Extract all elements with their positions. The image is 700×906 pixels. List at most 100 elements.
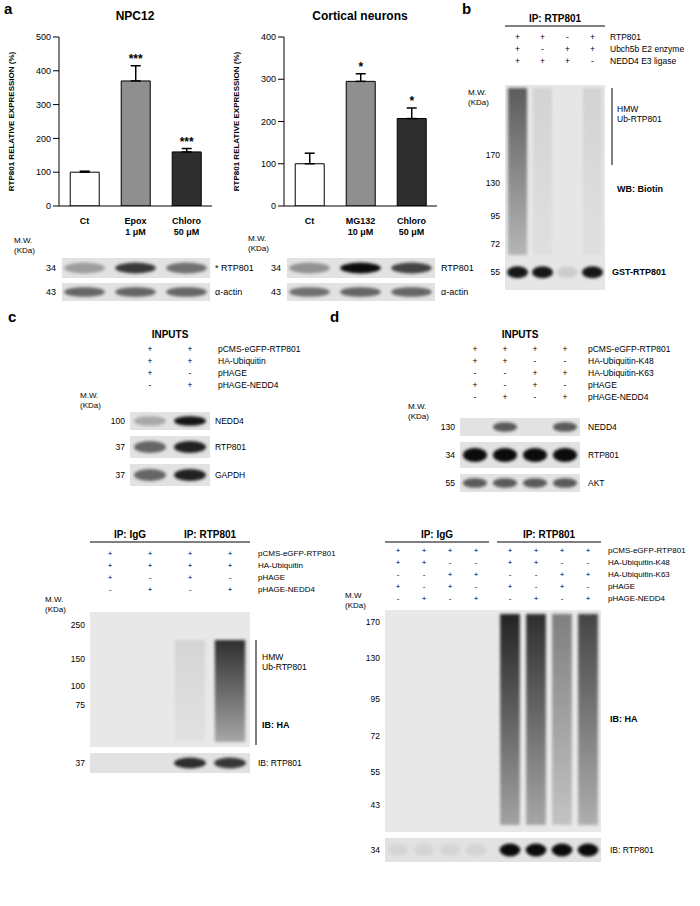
svg-text:72: 72: [491, 239, 501, 249]
svg-text:pCMS-eGFP-RTP801: pCMS-eGFP-RTP801: [218, 344, 301, 354]
svg-text:HA-Ubiquitin-K63: HA-Ubiquitin-K63: [608, 570, 670, 579]
svg-text:-: -: [449, 594, 452, 603]
svg-text:-: -: [475, 582, 478, 591]
svg-text:*: *: [358, 60, 363, 74]
svg-text:HA-Ubiquitin: HA-Ubiquitin: [218, 356, 266, 366]
svg-text:34: 34: [46, 263, 56, 273]
svg-text:-: -: [475, 558, 478, 567]
svg-text:+: +: [148, 368, 153, 378]
svg-text:+: +: [508, 582, 513, 591]
svg-text:+: +: [503, 392, 508, 402]
svg-text:HMWUb-RTP801: HMWUb-RTP801: [262, 652, 307, 672]
svg-text:RTP801: RTP801: [588, 450, 619, 460]
svg-text:-: -: [423, 570, 426, 579]
svg-text:-: -: [397, 570, 400, 579]
svg-text:RTP801 RELATIVE EXPRESSION (%): RTP801 RELATIVE EXPRESSION (%): [8, 51, 16, 191]
svg-text:IB: HA: IB: HA: [610, 714, 638, 724]
svg-text:WB: Biotin: WB: Biotin: [617, 184, 663, 194]
svg-text:+: +: [188, 356, 193, 366]
svg-text:-: -: [189, 368, 192, 378]
svg-text:34: 34: [271, 263, 281, 273]
svg-text:M.W.(KDa): M.W.(KDa): [468, 88, 489, 107]
svg-text:150: 150: [71, 654, 85, 664]
svg-text:-: -: [591, 56, 594, 66]
svg-text:pCMS-eGFP-RTP801: pCMS-eGFP-RTP801: [608, 546, 686, 555]
svg-text:RTP801 RELATIVE EXPRESSION (%): RTP801 RELATIVE EXPRESSION (%): [232, 51, 241, 191]
svg-text:+: +: [508, 558, 513, 567]
svg-text:GAPDH: GAPDH: [215, 470, 245, 480]
svg-text:+: +: [474, 570, 479, 579]
svg-text:Ubch5b E2 enzyme: Ubch5b E2 enzyme: [610, 44, 684, 54]
svg-text:pHAGE-NEDD4: pHAGE-NEDD4: [588, 392, 649, 402]
svg-text:MG13210 μM: MG13210 μM: [346, 216, 376, 237]
svg-text:+: +: [228, 549, 233, 558]
svg-text:+: +: [560, 570, 565, 579]
svg-text:INPUTS: INPUTS: [152, 329, 189, 340]
svg-text:+: +: [508, 546, 513, 555]
svg-text:100: 100: [261, 159, 276, 169]
svg-text:M.W.(KDa): M.W.(KDa): [80, 391, 101, 410]
svg-text:+: +: [565, 56, 570, 66]
svg-text:+: +: [188, 561, 193, 570]
svg-text:55: 55: [491, 267, 501, 277]
svg-text:+: +: [228, 561, 233, 570]
svg-text:IB: RTP801: IB: RTP801: [258, 758, 302, 768]
svg-text:HA-Ubiquitin: HA-Ubiquitin: [258, 561, 303, 570]
svg-text:250: 250: [71, 620, 85, 630]
svg-text:100: 100: [71, 681, 85, 691]
svg-text:HA-Ubiquitin-K63: HA-Ubiquitin-K63: [588, 368, 654, 378]
svg-text:b: b: [462, 0, 471, 17]
svg-text:72: 72: [371, 731, 381, 741]
svg-text:+: +: [148, 549, 153, 558]
svg-text:c: c: [8, 308, 16, 325]
svg-text:-: -: [449, 558, 452, 567]
svg-text:IP: RTP801: IP: RTP801: [529, 13, 582, 24]
svg-text:+: +: [148, 585, 153, 594]
svg-text:pHAGE: pHAGE: [608, 582, 635, 591]
svg-text:HA-Ubiquitin-K48: HA-Ubiquitin-K48: [588, 356, 654, 366]
svg-text:+: +: [108, 561, 113, 570]
svg-text:130: 130: [441, 422, 455, 432]
svg-text:+: +: [473, 344, 478, 354]
svg-text:***: ***: [180, 135, 194, 149]
svg-text:pHAGE-NEDD4: pHAGE-NEDD4: [258, 585, 315, 594]
svg-text:+: +: [188, 380, 193, 390]
svg-text:pCMS-eGFP-RTP801: pCMS-eGFP-RTP801: [258, 549, 336, 558]
svg-text:-: -: [109, 585, 112, 594]
svg-text:NEDD4: NEDD4: [588, 422, 617, 432]
svg-text:+: +: [108, 549, 113, 558]
svg-text:+: +: [108, 573, 113, 582]
svg-text:NEDD4 E3 ligase: NEDD4 E3 ligase: [610, 56, 676, 66]
svg-text:+: +: [563, 344, 568, 354]
svg-text:Epox1 μM: Epox1 μM: [124, 216, 146, 237]
svg-text:IP: IgG: IP: IgG: [421, 529, 453, 540]
svg-text:+: +: [560, 582, 565, 591]
svg-text:34: 34: [371, 845, 381, 855]
svg-text:-: -: [474, 368, 477, 378]
svg-text:+: +: [560, 546, 565, 555]
svg-text:pHAGE-NEDD4: pHAGE-NEDD4: [608, 594, 665, 603]
svg-text:55: 55: [446, 478, 456, 488]
svg-text:Ct: Ct: [305, 216, 315, 226]
svg-text:-: -: [541, 44, 544, 54]
svg-text:RTP801: RTP801: [215, 442, 246, 452]
svg-text:+: +: [590, 44, 595, 54]
svg-text:-: -: [504, 368, 507, 378]
svg-text:α-actin: α-actin: [441, 287, 468, 297]
svg-text:+: +: [590, 32, 595, 42]
svg-text:M.W(KDa): M.W(KDa): [345, 591, 366, 610]
svg-text:+: +: [534, 558, 539, 567]
svg-text:* RTP801: * RTP801: [215, 263, 254, 273]
svg-text:-: -: [561, 558, 564, 567]
svg-text:-: -: [509, 594, 512, 603]
svg-text:100: 100: [111, 416, 125, 426]
svg-text:-: -: [561, 594, 564, 603]
svg-text:M.W.(KDa): M.W.(KDa): [408, 402, 429, 421]
svg-text:+: +: [533, 380, 538, 390]
svg-text:37: 37: [76, 758, 86, 768]
svg-text:400: 400: [36, 66, 51, 76]
svg-text:-: -: [535, 582, 538, 591]
svg-text:+: +: [396, 582, 401, 591]
svg-text:43: 43: [371, 800, 381, 810]
svg-text:300: 300: [36, 100, 51, 110]
